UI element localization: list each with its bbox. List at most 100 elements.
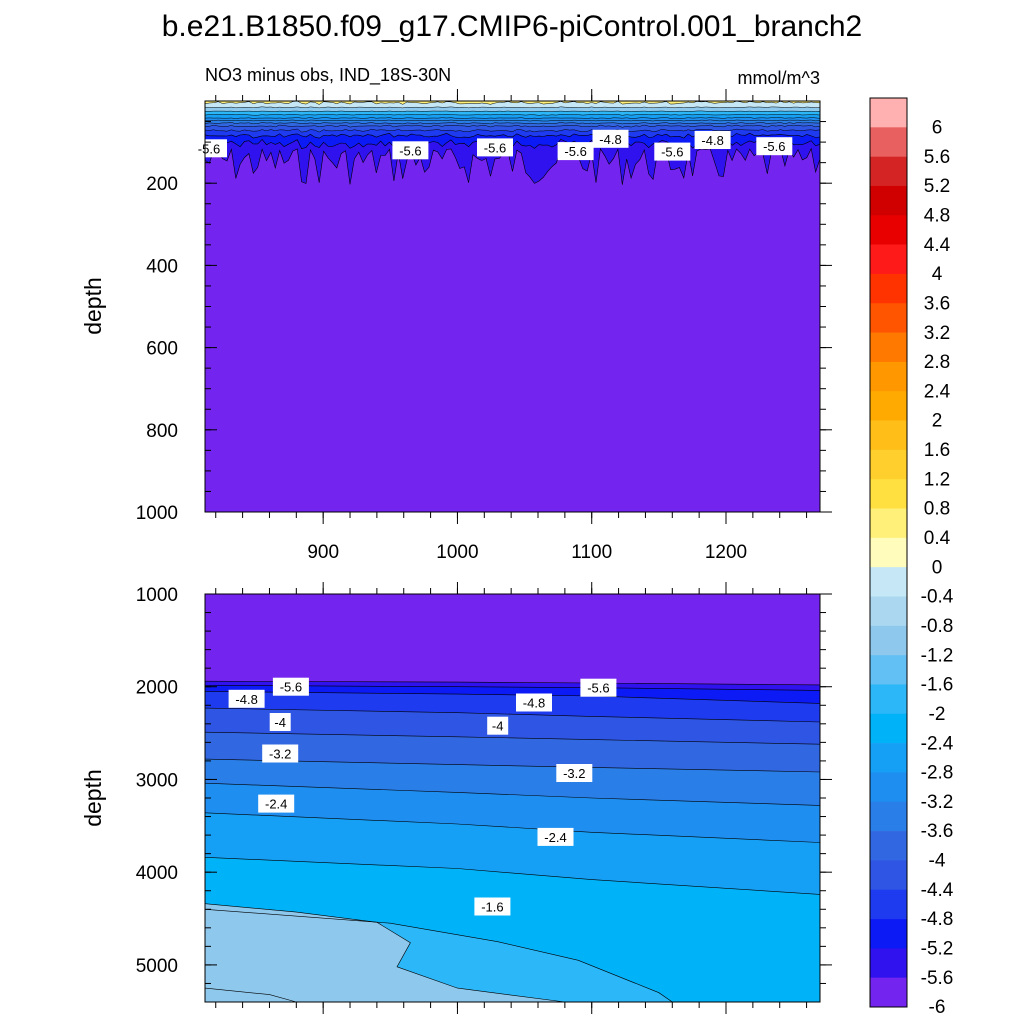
contour-label-bg (557, 142, 594, 161)
colorbar-box (870, 713, 907, 744)
colorbar-box (870, 831, 907, 861)
contour-label-bg (654, 142, 691, 161)
contour-label-bg (392, 141, 429, 160)
figure-title: b.e21.B1850.f09_g17.CMIP6-piControl.001_… (162, 10, 863, 43)
lower-contour-fill (205, 594, 820, 1002)
colorbar-label: -4.4 (921, 880, 954, 901)
colorbar-label: -6 (929, 997, 946, 1018)
colorbar-label: -5.2 (921, 939, 954, 960)
upper-contour-line (204, 119, 821, 122)
colorbar-label: -3.2 (921, 792, 954, 813)
colorbar-box (870, 772, 907, 803)
upper-contour-line (204, 113, 821, 116)
upper-contour-fill (205, 101, 820, 512)
x-tick-label: 1200 (705, 542, 747, 563)
colorbar-label: -2 (929, 704, 946, 725)
contour-label: -5.6 (756, 137, 793, 156)
colorbar-label: 2.4 (924, 381, 951, 402)
contour-label: -4.8 (592, 129, 629, 148)
colorbar-label: -4.8 (921, 909, 954, 930)
x-tick-label: 1000 (436, 542, 478, 563)
colorbar-frame (869, 97, 908, 1008)
contour-label-bg (262, 744, 299, 763)
contour-label-bg (269, 713, 291, 731)
contour-label: -5.6 (272, 677, 309, 696)
contour-label-text: -3.2 (269, 747, 291, 762)
contour-label-bg (516, 693, 552, 712)
contour-label-bg (228, 689, 265, 708)
contour-label-text: -1.6 (481, 900, 503, 915)
contour-label-bg (756, 137, 793, 156)
contour-label-text: -5.6 (763, 139, 785, 154)
y-tick-label: 4000 (136, 863, 178, 884)
colorbar-label: 2.8 (924, 352, 950, 373)
colorbar-label: 0.4 (924, 528, 951, 549)
lower-contour-line (204, 731, 821, 745)
upper-contour-line (204, 122, 820, 125)
lower-contour-line (204, 707, 821, 723)
contour-label-text: -5.6 (484, 140, 506, 155)
contour-label: -3.2 (262, 744, 299, 763)
y-tick-label: 200 (146, 174, 178, 195)
lower-contour-line (204, 909, 673, 1003)
lower-contour-line (204, 903, 565, 1003)
upper-axes: 200 400 600 800 1000 900 1000 1100 1200 (136, 89, 832, 563)
colorbar-box (870, 215, 907, 245)
colorbar: 6 5.6 5.2 4.8 4.4 4 3.6 3.2 2.8 2.4 2 1.6 1.2 0.8 0.4 0… (869, 97, 954, 1018)
contour-label-bg (556, 764, 593, 782)
contour-label: -5.6 (654, 142, 691, 161)
lower-contour-line (204, 758, 821, 773)
upper-ylabel: depth (80, 277, 106, 335)
y-tick-label: 5000 (136, 956, 178, 977)
contour-label-text: -4.8 (701, 133, 723, 148)
colorbar-label: 1.2 (924, 469, 950, 490)
y-tick-label: 3000 (136, 770, 178, 791)
x-tick-label: 900 (307, 542, 339, 563)
colorbar-label: 0 (932, 557, 943, 578)
contour-label-text: -2.4 (544, 830, 566, 845)
contour-label-bg (191, 139, 227, 158)
colorbar-box (870, 743, 907, 773)
contour-label-text: -4.8 (523, 696, 545, 711)
upper-contour-line (204, 100, 821, 105)
colorbar-box (870, 244, 907, 275)
colorbar-box (870, 860, 907, 891)
colorbar-label: 4.8 (924, 206, 950, 227)
y-tick-label: 400 (146, 256, 178, 277)
colorbar-label: -3.6 (921, 821, 954, 842)
colorbar-label: -5.6 (921, 968, 954, 989)
colorbar-label: 3.2 (924, 323, 950, 344)
upper-contour-line (204, 147, 821, 185)
lower-contour-line (204, 685, 821, 691)
y-tick-label: 600 (146, 339, 178, 360)
contour-label-text: -5.6 (661, 145, 683, 160)
upper-contour-line (204, 124, 821, 128)
contour-label: -5.6 (392, 141, 429, 160)
contour-label-bg (487, 716, 509, 735)
colorbar-box (870, 655, 907, 685)
colorbar-box (870, 596, 907, 627)
colorbar-label: 3.6 (924, 293, 950, 314)
colorbar-box (870, 508, 907, 539)
contour-label-text: -4.8 (235, 692, 257, 707)
contour-label: -3.2 (556, 764, 593, 782)
contour-label-text: -4.8 (599, 132, 621, 147)
contour-label: -4.8 (516, 693, 552, 712)
y-tick-label: 2000 (136, 678, 178, 699)
contour-label: -5.6 (477, 138, 513, 157)
subtitle-units: mmol/m^3 (738, 68, 820, 88)
upper-fill-band (205, 101, 820, 105)
contour-label-bg (474, 897, 511, 916)
contour-label-text: -5.6 (399, 143, 421, 158)
upper-contour-line (204, 106, 821, 109)
lower-panel: -5.6 -4.8 -5.6 -4.8 -4 -4 -3.2 -3.2 -2.4 -2.4 -1.6… (80, 582, 832, 1014)
colorbar-box (870, 391, 907, 421)
colorbar-label: 2 (932, 411, 943, 432)
contour-label: -5.6 (191, 139, 227, 158)
contour-label: -4 (487, 716, 509, 735)
colorbar-box (870, 156, 907, 187)
colorbar-box (870, 361, 907, 392)
lower-contour-line (204, 812, 821, 843)
subtitle-left: NO3 minus obs, IND_18S-30N (205, 65, 451, 86)
contour-label: -5.6 (557, 142, 594, 161)
